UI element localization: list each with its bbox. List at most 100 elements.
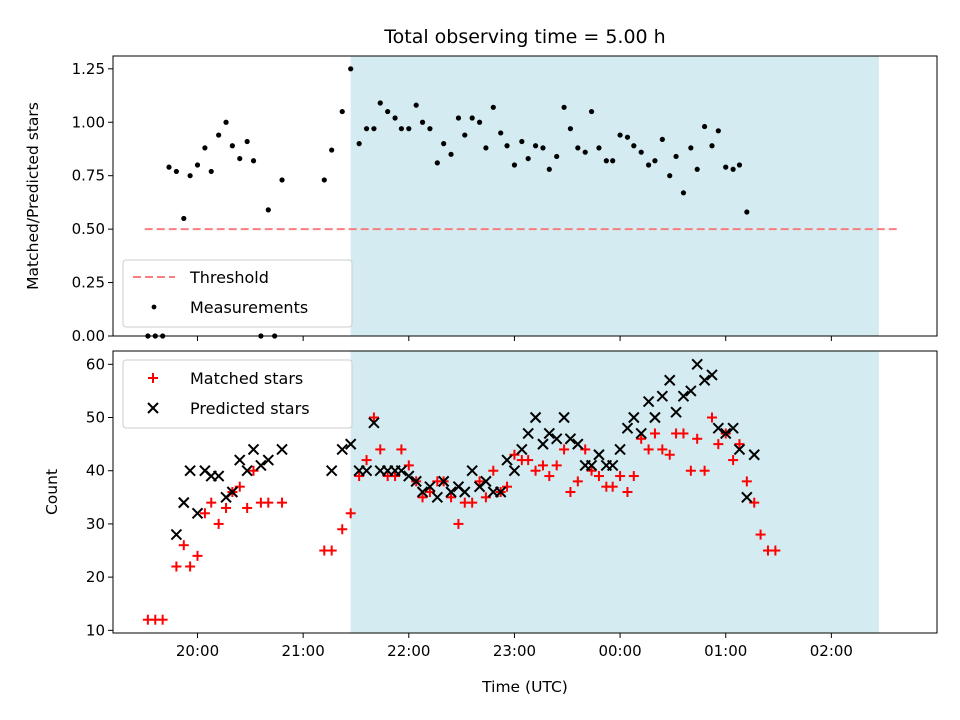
predicted-star-point xyxy=(691,358,703,371)
matched-star-point xyxy=(559,444,570,455)
measurement-point xyxy=(363,126,370,132)
measurement-point xyxy=(701,123,708,130)
matched-star-point xyxy=(551,460,562,471)
count-x-tick-label: 22:00 xyxy=(387,642,430,660)
predicted-star-point xyxy=(564,433,577,445)
measurement-points xyxy=(145,66,750,339)
matched-star-point xyxy=(199,508,210,519)
predicted-star-point xyxy=(262,454,274,466)
measurement-point xyxy=(265,207,271,213)
matched-star-point xyxy=(770,545,781,556)
matched-star-point xyxy=(375,444,386,455)
matched-star-point xyxy=(706,412,717,423)
predicted-star-point xyxy=(184,465,196,477)
matched-star-point xyxy=(586,465,597,476)
ratio-y-ticks: 0.00 0.25 0.50 0.75 1.00 1.25 xyxy=(72,60,113,345)
predicted-star-point xyxy=(212,470,225,482)
matched-star-point xyxy=(565,487,576,497)
count-y-tick-label: 40 xyxy=(86,462,105,480)
measurement-point xyxy=(715,128,721,134)
matched-star-point xyxy=(741,476,752,487)
count-legend-box xyxy=(122,359,353,429)
measurement-point xyxy=(610,158,616,164)
predicted-star-point xyxy=(649,411,661,424)
matched-star-point xyxy=(206,497,217,508)
matched-star-point xyxy=(361,455,372,466)
predicted-star-point xyxy=(698,374,711,386)
measurement-point xyxy=(567,126,574,132)
predicted-star-point xyxy=(344,438,357,450)
matched-star-point xyxy=(502,481,513,492)
measurement-point xyxy=(413,102,419,108)
count-axes-frame xyxy=(112,350,938,634)
matched-star-point xyxy=(664,449,675,460)
matched-star-point xyxy=(537,460,548,471)
predicted-star-point xyxy=(226,486,239,498)
measurement-point xyxy=(582,149,588,155)
predicted-star-point xyxy=(170,528,183,541)
count-legend: Matched stars Predicted stars xyxy=(122,359,353,429)
predicted-star-point xyxy=(522,427,534,440)
matched-star-point xyxy=(277,497,288,508)
measurement-point xyxy=(588,108,595,115)
measurement-point xyxy=(554,153,560,160)
measurement-point xyxy=(483,145,489,151)
predicted-star-point xyxy=(459,486,471,498)
matched-legend-swatch xyxy=(148,373,158,383)
measurement-point xyxy=(646,162,652,168)
matched-star-point xyxy=(622,487,633,497)
predicted-stars-points xyxy=(170,358,760,541)
matched-star-point xyxy=(649,428,660,439)
count-y-ticks: 10 20 30 40 50 60 xyxy=(86,355,113,639)
observing-window-span xyxy=(350,351,879,633)
measurement-point xyxy=(730,166,736,172)
measurement-point xyxy=(441,141,447,147)
measurement-point xyxy=(504,143,510,149)
count-x-tick-label: 00:00 xyxy=(598,642,641,660)
predicted-star-point xyxy=(410,475,422,488)
measurements-legend-swatch xyxy=(151,304,157,310)
matched-star-point xyxy=(221,502,232,513)
matched-star-point xyxy=(713,439,724,450)
matched-star-point xyxy=(345,508,356,519)
matched-star-point xyxy=(467,497,478,508)
measurement-point xyxy=(617,132,623,138)
measurement-point xyxy=(339,108,345,115)
predicted-star-point xyxy=(720,427,732,440)
measurement-point xyxy=(603,158,609,164)
measurement-point xyxy=(398,126,404,132)
measurement-point xyxy=(202,145,208,151)
measurement-point xyxy=(250,158,257,164)
predicted-star-point xyxy=(325,465,338,477)
ratio-y-tick-label: 0.75 xyxy=(72,167,105,185)
predicted-star-point xyxy=(529,411,542,424)
predicted-star-point xyxy=(642,395,655,408)
predicted-star-point xyxy=(445,486,457,498)
measurement-point xyxy=(237,155,243,162)
count-y-tick-label: 50 xyxy=(86,409,105,427)
count-y-tick-label: 60 xyxy=(86,355,105,373)
matched-star-point xyxy=(692,433,703,444)
measurement-point xyxy=(631,143,637,149)
predicted-star-point xyxy=(585,459,598,472)
predicted-star-point xyxy=(395,465,408,477)
matched-star-point xyxy=(453,518,464,529)
measurement-point xyxy=(638,149,644,155)
predicted-star-point xyxy=(437,475,450,488)
predicted-star-point xyxy=(336,443,348,456)
measurement-point xyxy=(490,104,496,110)
predicted-star-point xyxy=(241,465,253,477)
predicted-star-point xyxy=(424,480,436,493)
measurement-point xyxy=(476,119,483,125)
measurement-point xyxy=(448,151,454,157)
measurement-point xyxy=(216,132,222,138)
measurement-point xyxy=(166,164,172,170)
predicted-legend-swatch xyxy=(147,402,159,414)
count-y-axis-label: Count xyxy=(43,469,61,515)
ratio-y-axis-label: Matched/Predicted stars xyxy=(24,102,42,290)
measurement-point xyxy=(709,143,715,149)
measurement-point xyxy=(181,215,187,222)
measurement-point xyxy=(736,162,743,168)
matched-star-point xyxy=(728,455,739,466)
predicted-star-point xyxy=(543,427,556,440)
